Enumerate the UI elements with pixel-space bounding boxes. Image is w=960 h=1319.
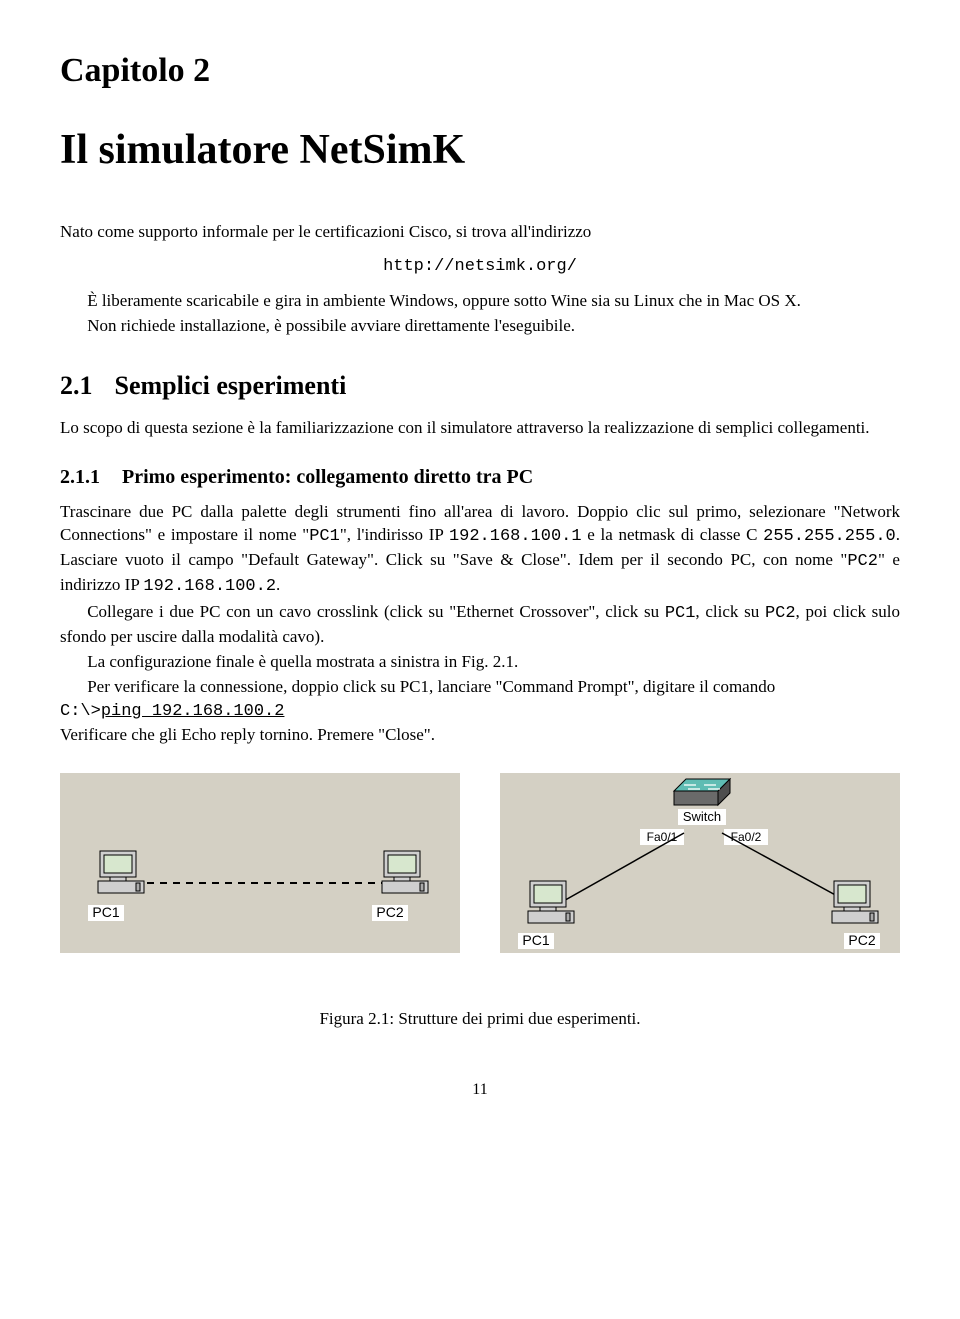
svg-text:PC1: PC1 bbox=[92, 904, 119, 920]
sub-p4: Per verificare la connessione, doppio cl… bbox=[60, 676, 900, 699]
svg-text:PC1: PC1 bbox=[522, 932, 549, 948]
subsection-number: 2.1.1 bbox=[60, 466, 100, 488]
subsection-title: Primo esperimento: collegamento diretto … bbox=[122, 466, 533, 488]
prompt-text: C:\> bbox=[60, 702, 101, 721]
svg-text:Fa0/1: Fa0/1 bbox=[647, 830, 678, 844]
figure-caption: Figura 2.1: Strutture dei primi due espe… bbox=[60, 1008, 900, 1031]
intro-p1: Nato come supporto informale per le cert… bbox=[60, 221, 900, 244]
figure-svg: PC1 PC2 Switch Fa0/1 Fa0/2 bbox=[60, 773, 900, 973]
section-heading: 2.1 Semplici esperimenti bbox=[60, 368, 900, 403]
command-line: C:\>ping 192.168.100.2 bbox=[60, 701, 900, 724]
chapter-title: Il simulatore NetSimK bbox=[60, 122, 900, 179]
section-p: Lo scopo di questa sezione è la familiar… bbox=[60, 417, 900, 440]
sub-p5: Verificare che gli Echo reply tornino. P… bbox=[60, 724, 900, 747]
section-title: Semplici esperimenti bbox=[115, 371, 347, 400]
svg-text:Switch: Switch bbox=[683, 809, 721, 824]
sub-p1: Trascinare due PC dalla palette degli st… bbox=[60, 501, 900, 599]
svg-text:PC2: PC2 bbox=[376, 904, 403, 920]
page-number: 11 bbox=[60, 1079, 900, 1101]
sub-p2: Collegare i due PC con un cavo crosslink… bbox=[60, 601, 900, 649]
section-number: 2.1 bbox=[60, 371, 93, 400]
subsection-heading: 2.1.1 Primo esperimento: collegamento dir… bbox=[60, 464, 900, 491]
intro-p3: Non richiede installazione, è possibile … bbox=[60, 315, 900, 338]
chapter-label: Capitolo 2 bbox=[60, 48, 900, 94]
svg-text:PC2: PC2 bbox=[848, 932, 875, 948]
ping-command: ping 192.168.100.2 bbox=[101, 702, 285, 721]
figure-area: PC1 PC2 Switch Fa0/1 Fa0/2 bbox=[60, 773, 900, 1031]
svg-text:Fa0/2: Fa0/2 bbox=[731, 830, 762, 844]
intro-p2: È liberamente scaricabile e gira in ambi… bbox=[60, 290, 900, 313]
sub-p3: La configurazione finale è quella mostra… bbox=[60, 651, 900, 674]
intro-url: http://netsimk.org/ bbox=[60, 256, 900, 279]
